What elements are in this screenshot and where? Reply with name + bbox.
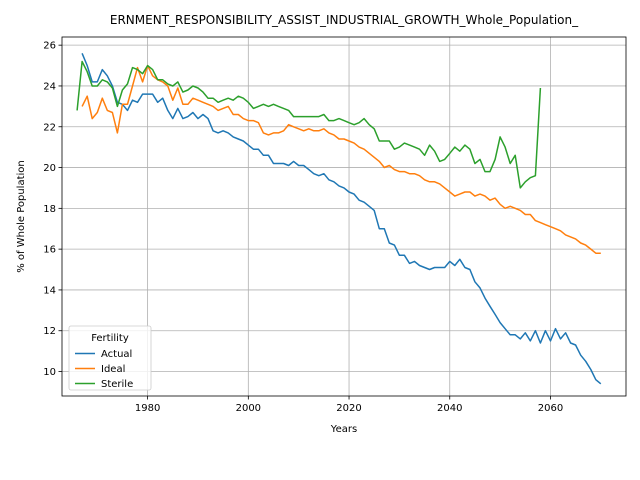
series-layer <box>77 53 601 384</box>
y-tick-label: 20 <box>43 163 56 174</box>
y-tick-label: 22 <box>43 122 56 133</box>
legend-label-ideal: Ideal <box>101 364 125 375</box>
legend-label-actual: Actual <box>101 349 132 360</box>
y-tick-label: 10 <box>43 367 56 378</box>
y-tick-label: 26 <box>43 41 56 52</box>
legend-title: Fertility <box>91 333 129 344</box>
series-line-actual <box>82 53 601 384</box>
y-tick-label: 14 <box>43 285 56 296</box>
series-line-ideal <box>82 66 601 254</box>
x-tick-label: 2040 <box>437 403 462 414</box>
y-axis-ticks: 10 12 14 16 18 20 22 24 26 <box>43 41 62 378</box>
y-axis-label: % of Whole Population <box>16 160 27 273</box>
legend: Fertility Actual Ideal Sterile <box>69 326 151 390</box>
x-axis-ticks: 1980 2000 2020 2040 2060 <box>135 396 563 414</box>
y-tick-label: 16 <box>43 245 56 256</box>
x-tick-label: 1980 <box>135 403 160 414</box>
x-tick-label: 2060 <box>538 403 563 414</box>
x-tick-label: 2020 <box>336 403 361 414</box>
y-tick-label: 18 <box>43 204 56 215</box>
x-tick-label: 2000 <box>236 403 261 414</box>
chart-title: ERNMENT_RESPONSIBILITY_ASSIST_INDUSTRIAL… <box>110 13 579 27</box>
y-tick-label: 24 <box>43 81 56 92</box>
x-axis-label: Years <box>330 424 357 435</box>
y-tick-label: 12 <box>43 326 56 337</box>
legend-label-sterile: Sterile <box>101 379 133 390</box>
